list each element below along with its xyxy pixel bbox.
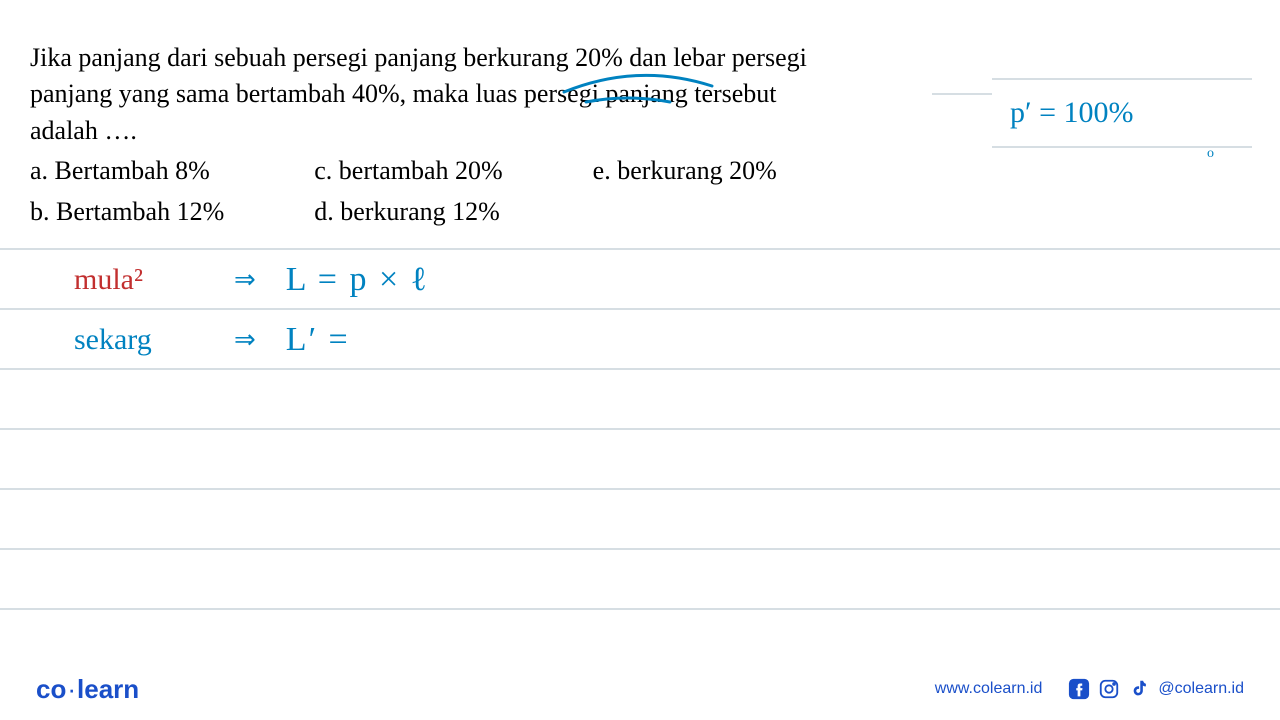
question-line-3: adalah …. [30,116,137,145]
option-d: d. berkurang 12% [314,194,502,230]
question-line-2: panjang yang sama bertambah 40%, maka lu… [30,79,777,108]
option-c: c. bertambah 20% [314,153,502,189]
option-column-1: a. Bertambah 8% b. Bertambah 12% [30,153,224,230]
content-area: Jika panjang dari sebuah persegi panjang… [0,0,1280,230]
notebook-line [0,488,1280,548]
notebook-line: sekarg ⇒ L′ = [0,308,1280,368]
social-handle: @colearn.id [1158,680,1244,698]
brand-logo: co·learn [36,674,139,705]
side-note-text: p′ = 100% [1010,96,1133,130]
tiktok-icon [1128,678,1150,700]
answer-options: a. Bertambah 8% b. Bertambah 12% c. bert… [30,153,810,230]
option-a: a. Bertambah 8% [30,153,224,189]
footer-right: www.colearn.id @colearn.id [935,678,1244,700]
brand-left: co [36,674,66,704]
side-note-box: p′ = 100% o [992,78,1252,148]
instagram-icon [1098,678,1120,700]
facebook-icon [1068,678,1090,700]
question-line-1: Jika panjang dari sebuah persegi panjang… [30,43,807,72]
hand-equation-2: L′ = [286,321,350,359]
website-url: www.colearn.id [935,680,1043,698]
option-b: b. Bertambah 12% [30,194,224,230]
option-column-2: c. bertambah 20% d. berkurang 12% [314,153,502,230]
question-text: Jika panjang dari sebuah persegi panjang… [30,40,810,230]
notebook-line [0,368,1280,428]
hand-row-1: mula² ⇒ L = p × ℓ [0,250,1280,310]
notebook-line [0,548,1280,608]
brand-dot: · [66,674,77,704]
brand-right: learn [77,674,139,704]
hand-row-2: sekarg ⇒ L′ = [0,310,1280,370]
option-column-3: e. berkurang 20% [593,153,777,230]
option-e: e. berkurang 20% [593,153,777,189]
notebook-area: mula² ⇒ L = p × ℓ sekarg ⇒ L′ = [0,248,1280,668]
footer: co·learn www.colearn.id @colearn.id [0,658,1280,720]
hand-label-initial: mula² [74,263,204,297]
social-group: @colearn.id [1068,678,1244,700]
notebook-line: mula² ⇒ L = p × ℓ [0,248,1280,308]
notebook-line [0,428,1280,488]
side-note-exp: o [1207,146,1214,162]
arrow-icon: ⇒ [234,325,256,355]
hand-label-now: sekarg [74,323,204,357]
arrow-icon: ⇒ [234,265,256,295]
side-leader-line [932,93,992,95]
hand-equation-1: L = p × ℓ [286,261,429,299]
